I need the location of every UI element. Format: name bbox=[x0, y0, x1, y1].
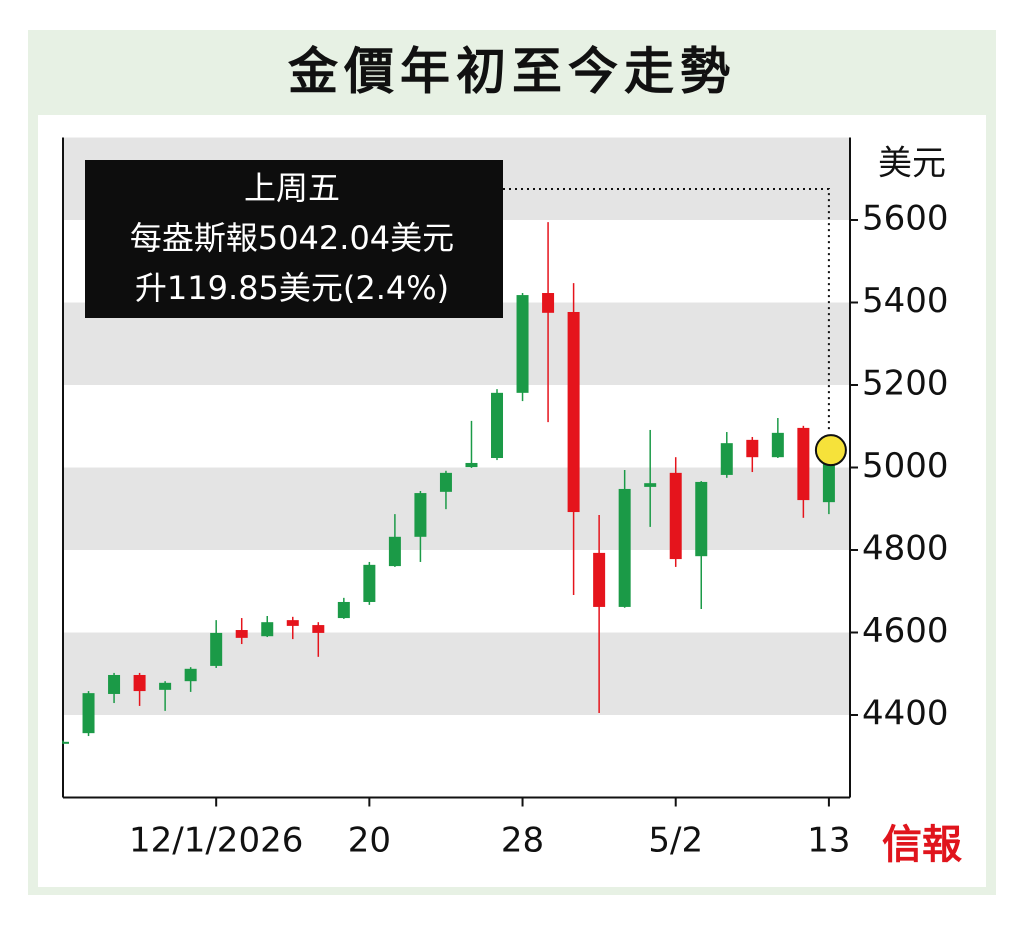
candle-body bbox=[542, 293, 555, 313]
y-tick-label: 4800 bbox=[862, 529, 949, 569]
candle-body bbox=[286, 620, 299, 626]
y-tick-label: 5600 bbox=[862, 199, 949, 239]
candle-body bbox=[439, 472, 452, 492]
candle-body bbox=[669, 472, 682, 560]
candle-body bbox=[261, 622, 274, 637]
candle-body bbox=[388, 536, 401, 567]
candle-body bbox=[516, 295, 529, 393]
x-tick-label: 13 bbox=[807, 821, 850, 861]
candle-body bbox=[312, 625, 325, 633]
candle-body bbox=[618, 488, 631, 607]
candle-body bbox=[491, 392, 504, 459]
annotation-text: 升119.85美元(2.4%) bbox=[135, 269, 449, 307]
candle-body bbox=[63, 741, 69, 744]
band bbox=[63, 632, 850, 715]
plot: 4400 4600 4800 5000 5200 5400 5600 12/1/2026 20 2… bbox=[62, 137, 949, 861]
annotation-box bbox=[85, 160, 503, 318]
candle-body bbox=[133, 674, 146, 692]
leader-line bbox=[503, 188, 830, 433]
source-logo: 信報 bbox=[882, 821, 962, 868]
candle-body bbox=[159, 682, 172, 690]
highlight bbox=[814, 434, 847, 467]
chart-title: 金價年初至今走勢 bbox=[288, 43, 736, 101]
y-tick-label: 5200 bbox=[862, 364, 949, 404]
candle-body bbox=[363, 564, 376, 602]
candle-body bbox=[337, 601, 350, 619]
annotation-text: 上周五 bbox=[244, 169, 340, 207]
candle-body bbox=[108, 674, 121, 694]
candle-body bbox=[695, 481, 708, 557]
x-tick-label: 28 bbox=[501, 821, 544, 861]
candle-body bbox=[210, 632, 223, 666]
y-tick-label: 4400 bbox=[862, 694, 949, 734]
candle-body bbox=[567, 311, 580, 513]
y-tick-label: 4600 bbox=[862, 611, 949, 651]
candle-body bbox=[184, 668, 197, 682]
y-unit: 美元 bbox=[878, 144, 946, 184]
x-tick-label: 12/1/2026 bbox=[129, 821, 303, 861]
candle-body bbox=[720, 443, 733, 475]
candle-body bbox=[82, 693, 95, 734]
candle-body bbox=[414, 493, 427, 537]
candle-body bbox=[593, 552, 606, 607]
y-tick-label: 5000 bbox=[862, 446, 949, 486]
annotation-text: 每盎斯報5042.04美元 bbox=[130, 219, 454, 257]
candle-body bbox=[746, 439, 759, 458]
y-tick-label: 5400 bbox=[862, 281, 949, 321]
x-tick-label: 5/2 bbox=[648, 821, 703, 861]
candle-body bbox=[644, 483, 657, 487]
band bbox=[63, 467, 850, 550]
candle-body bbox=[771, 432, 784, 458]
candle-body bbox=[797, 427, 810, 501]
candle-body bbox=[465, 462, 478, 468]
x-tick-label: 20 bbox=[348, 821, 391, 861]
candle-body bbox=[235, 630, 248, 638]
